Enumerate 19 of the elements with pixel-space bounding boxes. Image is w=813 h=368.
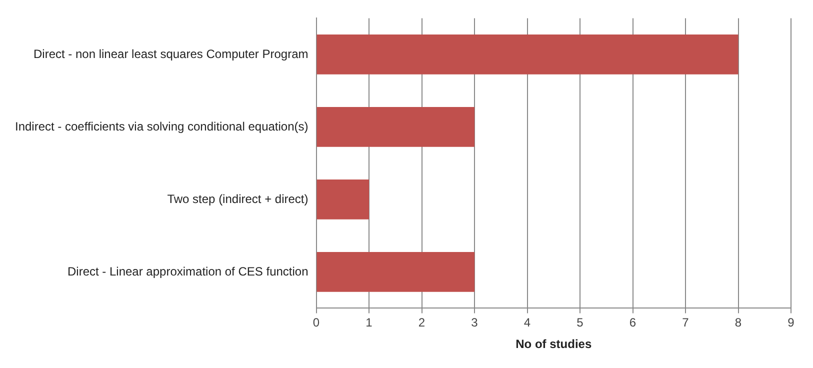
x-tick-label: 1 (366, 316, 373, 330)
y-tick-label: Two step (indirect + direct) (167, 192, 308, 206)
bar (316, 252, 475, 292)
x-tick-label: 0 (312, 316, 320, 330)
bar (316, 180, 370, 220)
y-tick-label: Direct - non linear least squares Computer Program (33, 46, 308, 61)
x-tick-label: 5 (576, 316, 584, 330)
x-tick-label: 3 (471, 316, 478, 330)
x-tick-label: 6 (629, 316, 636, 330)
bar (316, 34, 738, 74)
x-axis-title: No of studies (516, 337, 592, 352)
x-tick-label: 4 (524, 316, 531, 330)
x-tick-label: 2 (418, 316, 426, 330)
x-tick-label: 9 (788, 316, 795, 330)
y-tick-label: Indirect - coefficients via solving conditional equation(s) (14, 119, 308, 134)
y-tick-label: Direct - Linear approximation of CES function (67, 264, 308, 278)
bar (316, 107, 475, 147)
x-tick-label: 8 (734, 316, 742, 330)
x-tick-label: 7 (682, 316, 690, 330)
